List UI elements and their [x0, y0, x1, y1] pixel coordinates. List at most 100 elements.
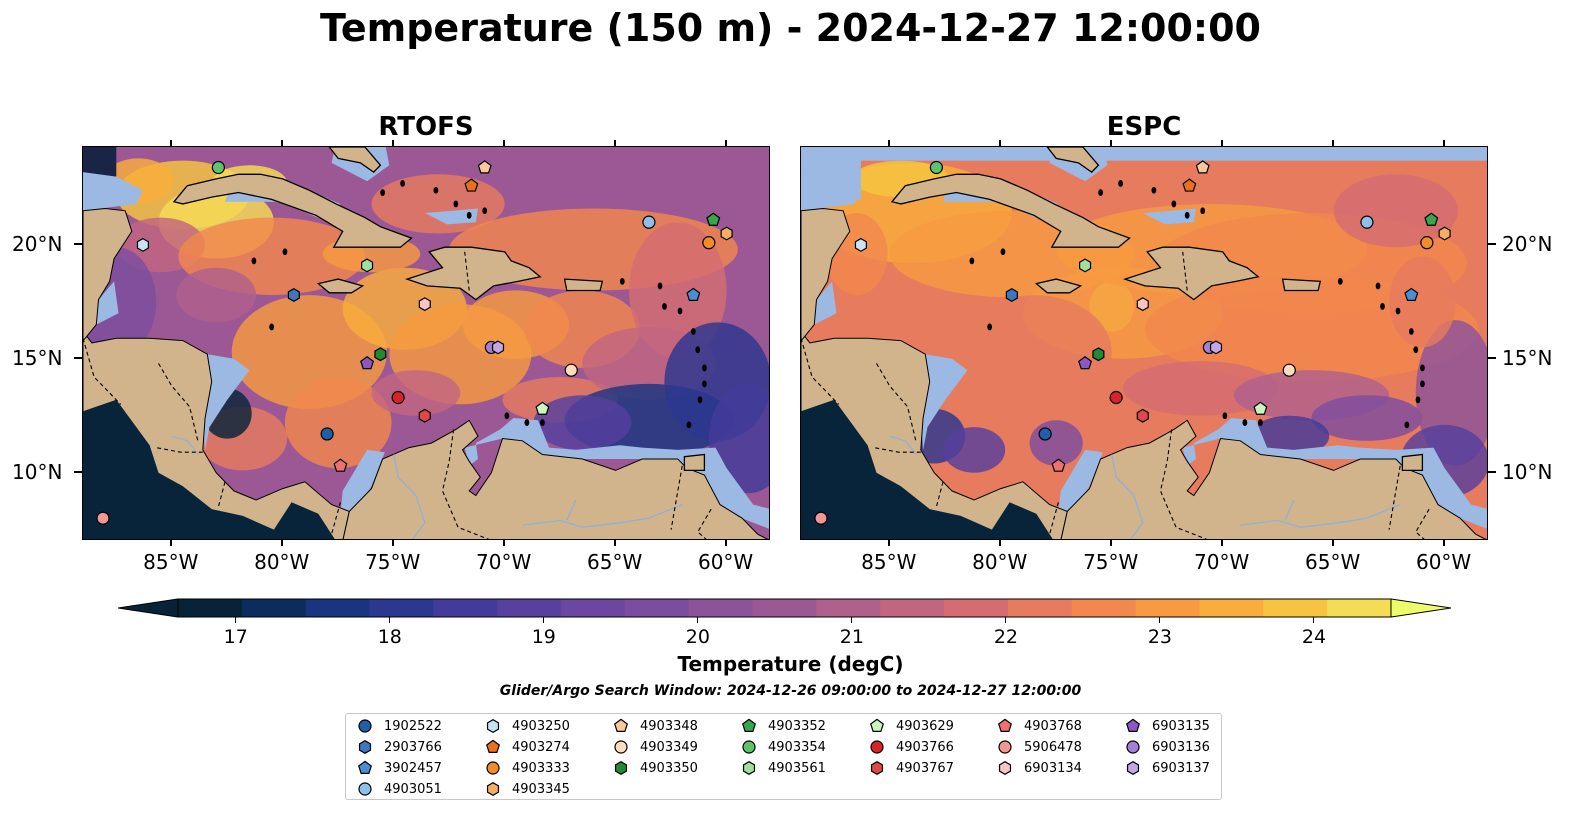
float-marker-4903333	[1420, 236, 1434, 250]
search-window-caption: Glider/Argo Search Window: 2024-12-26 09…	[499, 683, 1082, 699]
float-marker-4903350	[374, 347, 387, 362]
legend-marker-icon	[358, 719, 372, 733]
colorbar-level	[1199, 599, 1264, 617]
shallow-shelf	[182, 340, 250, 450]
lon-tick-mark	[502, 539, 505, 546]
river-line	[1284, 499, 1295, 521]
legend-item-label: 4903352	[768, 718, 826, 734]
small-island	[1171, 200, 1177, 208]
lon-tick-mark	[1220, 140, 1223, 147]
float-marker-4903350	[1092, 347, 1105, 362]
legend-marker-shape	[1126, 740, 1140, 754]
legend-marker-icon	[614, 740, 628, 754]
legend-item-label: 5906478	[1024, 739, 1082, 755]
float-marker-4903349	[564, 363, 578, 377]
small-island	[1420, 380, 1425, 388]
legend-marker-icon	[998, 718, 1012, 732]
legend-item-label: 4903768	[1024, 718, 1082, 734]
puerto-rico-land	[563, 278, 604, 292]
lat-tick-mark	[1488, 242, 1496, 245]
colorbar-level	[1263, 599, 1328, 617]
lon-tick-label: 60°W	[1415, 550, 1472, 574]
panel-title-espc: ESPC	[1106, 112, 1182, 142]
legend-marker-icon	[614, 761, 628, 775]
lon-tick-label: 65°W	[1305, 550, 1361, 574]
small-island	[1395, 307, 1401, 315]
float-marker-4903766	[1109, 390, 1123, 405]
lon-tick-mark	[280, 140, 283, 147]
colorbar-over-extension	[1390, 598, 1451, 618]
float-marker-4903348	[1195, 160, 1210, 174]
colorbar-level	[752, 599, 818, 617]
colorbar-level	[178, 599, 243, 617]
bahamas-land	[1046, 147, 1100, 173]
float-markers	[814, 160, 1451, 525]
model-no-data-strip	[801, 147, 1487, 161]
country-border	[801, 338, 840, 405]
small-island	[1222, 412, 1228, 420]
lon-tick-mark	[1220, 539, 1223, 546]
temperature-contour	[371, 370, 461, 416]
lon-tick-mark	[613, 140, 616, 147]
colorbar-tick-label: 17	[223, 626, 248, 648]
lon-tick-label: 70°W	[476, 550, 532, 574]
legend-item-label: 4903348	[640, 718, 698, 734]
small-island	[540, 419, 545, 426]
temperature-contour	[943, 427, 1006, 473]
lat-tick-mark	[1488, 356, 1496, 359]
legend-marker-shape	[870, 740, 884, 754]
legend-marker-icon	[358, 760, 372, 774]
shallow-shelf	[1142, 208, 1196, 225]
float-marker-1902522	[320, 427, 334, 441]
river-line	[1111, 454, 1144, 539]
lon-tick-mark	[613, 539, 616, 546]
small-island	[1098, 189, 1104, 196]
float-legend: 1902522 2903766 3902457 4903051 4903250 49032…	[345, 713, 1222, 800]
small-island	[1200, 207, 1206, 215]
legend-marker-icon	[358, 740, 372, 754]
small-island	[969, 257, 975, 265]
legend-marker-shape	[358, 782, 372, 796]
trinidad-land	[1401, 453, 1424, 472]
lat-tick-label: 10°N	[1502, 459, 1553, 484]
float-marker-4903354	[211, 160, 225, 175]
temperature-contour	[1029, 420, 1083, 466]
river-line	[566, 499, 577, 521]
float-marker-4903768	[333, 458, 348, 472]
colorbar-level	[369, 599, 434, 617]
river-line	[889, 435, 917, 455]
colorbar-tick-label: 22	[993, 626, 1018, 648]
colorbar-tick-label: 23	[1147, 626, 1173, 648]
jamaica-land	[1034, 278, 1083, 294]
legend-item-label: 4903767	[896, 760, 954, 776]
colorbar-level	[688, 599, 754, 617]
shallow-shelf	[1182, 418, 1487, 529]
colorbar-tick-label: 19	[531, 626, 556, 648]
main-title: Temperature (150 m) - 2024-12-27 12:00:0…	[319, 6, 1261, 50]
legend-item-label: 4903274	[512, 739, 570, 755]
legend-item-label: 4903350	[640, 760, 698, 776]
float-marker-4903629	[1253, 401, 1268, 415]
small-island	[1375, 282, 1381, 290]
lon-tick-label: 75°W	[1083, 550, 1139, 574]
float-marker-3902457	[1404, 287, 1419, 301]
legend-item-4903274: 4903274	[484, 737, 570, 757]
legend-item-4903348: 4903348	[612, 716, 698, 736]
yucatan-land	[83, 207, 133, 342]
small-island	[433, 186, 439, 194]
small-island	[453, 200, 459, 208]
country-border	[876, 363, 917, 444]
legend-item-4903051: 4903051	[356, 779, 442, 799]
colorbar-level	[433, 599, 498, 617]
lon-tick-mark	[724, 140, 727, 147]
colorbar-tick-label: 18	[377, 626, 402, 648]
legend-marker-icon	[870, 761, 884, 775]
colorbar-tick-mark	[1159, 617, 1161, 623]
lon-tick-label: 75°W	[365, 550, 421, 574]
colorbar-level	[1327, 599, 1392, 617]
lon-tick-mark	[998, 539, 1001, 546]
legend-marker-shape	[614, 761, 628, 775]
float-marker-5906478	[814, 511, 828, 525]
lon-tick-mark	[391, 539, 394, 546]
legend-item-label: 4903349	[640, 739, 698, 755]
